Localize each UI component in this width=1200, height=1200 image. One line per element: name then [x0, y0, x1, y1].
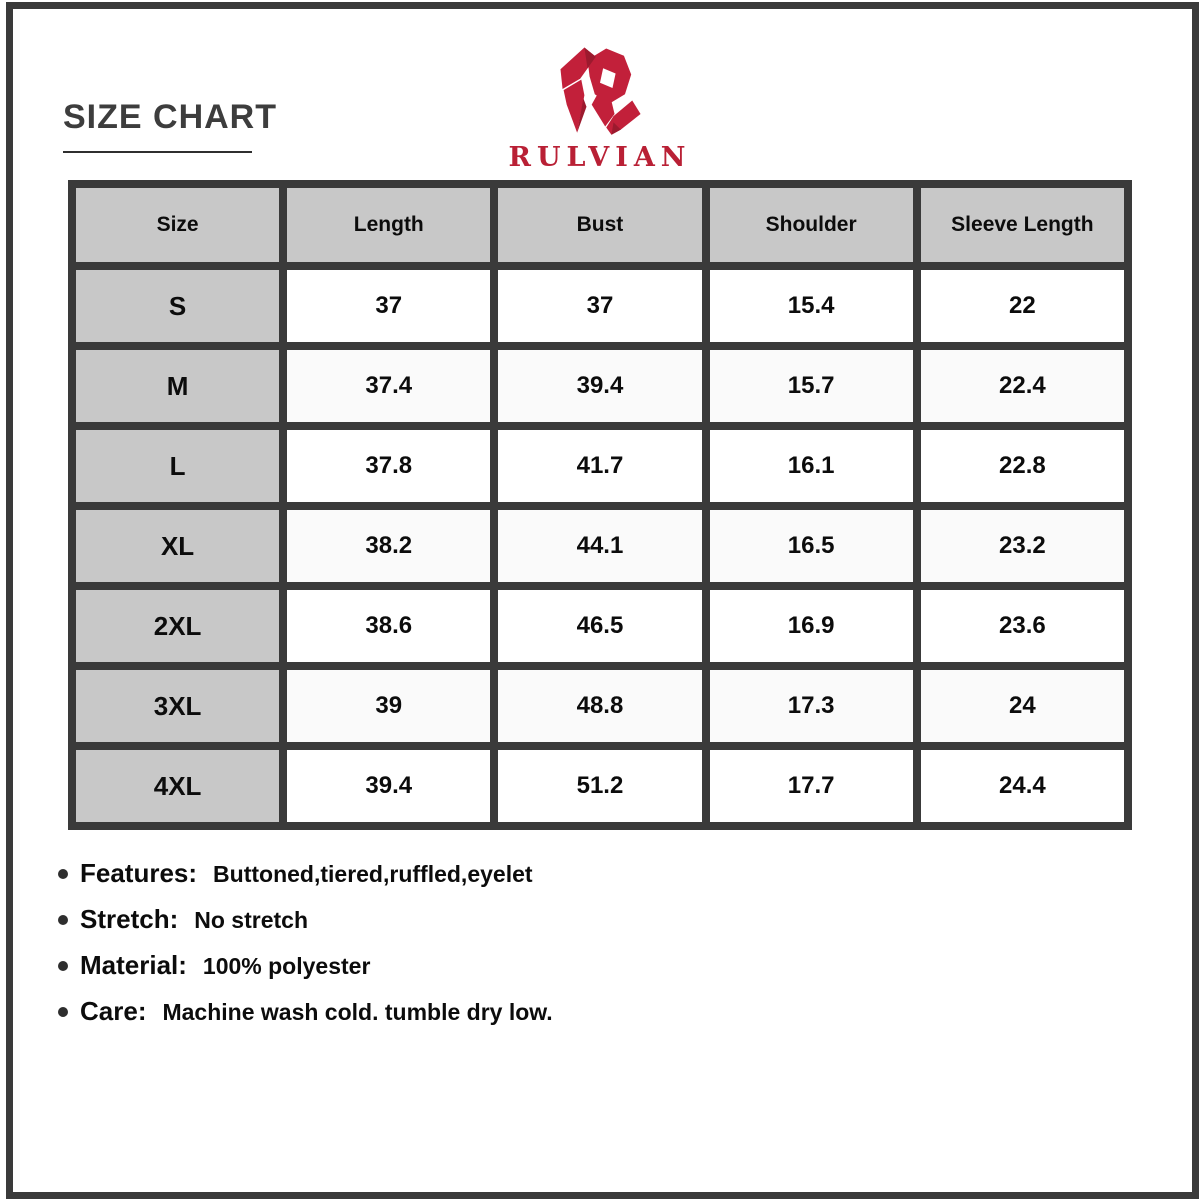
table-header-row: Size Length Bust Shoulder Sleeve Length	[67, 180, 1133, 270]
spec-list: Features: Buttoned,tiered,ruffled,eyelet S…	[58, 858, 1140, 1042]
value-cell: 37.8	[279, 422, 499, 510]
value-cell: 23.2	[912, 502, 1133, 590]
size-cell: 2XL	[67, 582, 288, 670]
value-cell: 22.4	[912, 342, 1133, 430]
value-cell: 37	[490, 262, 710, 350]
table-row: L 37.8 41.7 16.1 22.8	[67, 422, 1133, 510]
size-cell: L	[67, 422, 288, 510]
table-row: 4XL 39.4 51.2 17.7 24.4	[67, 742, 1133, 830]
value-cell: 37.4	[279, 342, 499, 430]
table-row: S 37 37 15.4 22	[67, 262, 1133, 350]
brand-wordmark: RULVIAN	[508, 142, 692, 173]
value-cell: 15.7	[701, 342, 921, 430]
bullet-icon	[58, 914, 68, 925]
table-row: XL 38.2 44.1 16.5 23.2	[67, 502, 1133, 590]
bullet-icon	[58, 1006, 68, 1017]
table-row: 3XL 39 48.8 17.3 24	[67, 662, 1133, 750]
table-header-cell: Length	[279, 180, 499, 270]
size-chart-table: Size Length Bust Shoulder Sleeve Length S 37 3…	[67, 180, 1133, 830]
spec-item: Stretch: No stretch	[58, 904, 1140, 935]
spec-value: Buttoned,tiered,ruffled,eyelet	[213, 861, 533, 887]
value-cell: 17.7	[701, 742, 921, 830]
value-cell: 22.8	[912, 422, 1133, 510]
spec-label: Material:	[80, 950, 187, 980]
value-cell: 44.1	[490, 502, 710, 590]
value-cell: 16.5	[701, 502, 921, 590]
value-cell: 51.2	[490, 742, 710, 830]
value-cell: 37	[279, 262, 499, 350]
value-cell: 22	[912, 262, 1133, 350]
value-cell: 39	[279, 662, 499, 750]
page-title: SIZE CHART	[63, 98, 277, 136]
size-cell: M	[67, 342, 288, 430]
value-cell: 16.1	[701, 422, 921, 510]
value-cell: 23.6	[912, 582, 1133, 670]
value-cell: 41.7	[490, 422, 710, 510]
table-row: 2XL 38.6 46.5 16.9 23.6	[67, 582, 1133, 670]
value-cell: 15.4	[701, 262, 921, 350]
value-cell: 24.4	[912, 742, 1133, 830]
spec-item: Material: 100% polyester	[58, 950, 1140, 981]
spec-label: Care:	[80, 996, 147, 1026]
bullet-icon	[58, 960, 68, 971]
value-cell: 39.4	[279, 742, 499, 830]
bullet-icon	[58, 868, 68, 879]
size-cell: XL	[67, 502, 288, 590]
spec-item: Features: Buttoned,tiered,ruffled,eyelet	[58, 858, 1140, 889]
spec-value: 100% polyester	[202, 953, 371, 979]
value-cell: 17.3	[701, 662, 921, 750]
table-header-cell: Size	[67, 180, 288, 270]
spec-value: No stretch	[194, 907, 308, 933]
size-cell: 3XL	[67, 662, 288, 750]
value-cell: 48.8	[490, 662, 710, 750]
spec-label: Stretch:	[80, 904, 179, 934]
value-cell: 38.2	[279, 502, 499, 590]
spec-item: Care: Machine wash cold. tumble dry low.	[58, 996, 1140, 1027]
spec-value: Machine wash cold. tumble dry low.	[162, 999, 553, 1025]
spec-label: Features:	[80, 858, 198, 888]
table-header-cell: Sleeve Length	[912, 180, 1133, 270]
table-row: M 37.4 39.4 15.7 22.4	[67, 342, 1133, 430]
value-cell: 16.9	[701, 582, 921, 670]
value-cell: 46.5	[490, 582, 710, 670]
value-cell: 24	[912, 662, 1133, 750]
rulvian-r-monogram-icon	[548, 36, 652, 140]
brand-logo: RULVIAN	[0, 36, 1200, 173]
title-underline	[63, 151, 252, 153]
size-cell: S	[67, 262, 288, 350]
value-cell: 38.6	[279, 582, 499, 670]
page-frame	[6, 2, 1199, 1199]
table-header-cell: Shoulder	[701, 180, 921, 270]
value-cell: 39.4	[490, 342, 710, 430]
table-header-cell: Bust	[490, 180, 710, 270]
table-body: S 37 37 15.4 22 M 37.4 39.4 15.7 22.4 L 37.8 41.7 16.…	[67, 262, 1133, 830]
size-cell: 4XL	[67, 742, 288, 830]
